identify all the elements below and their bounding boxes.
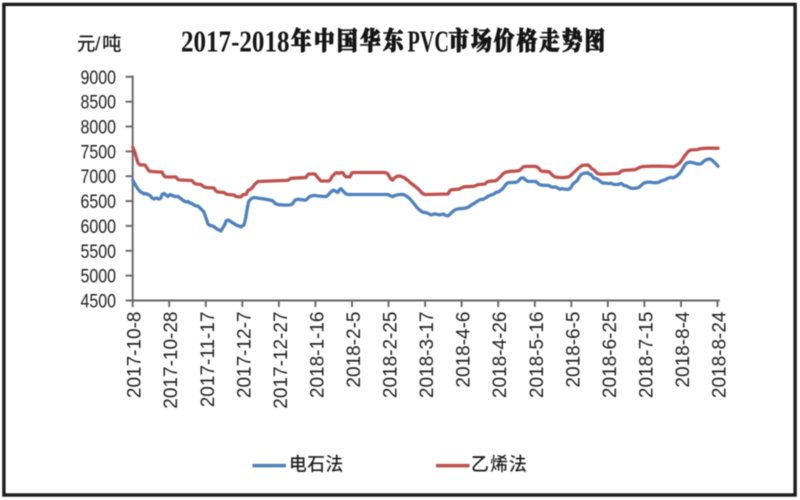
svg-text:2018-2-25: 2018-2-25 <box>381 312 402 399</box>
svg-text:5000: 5000 <box>81 266 117 288</box>
svg-text:2017-2018: 2017-2018 <box>181 24 290 59</box>
svg-text:2017-12-27: 2017-12-27 <box>271 312 292 409</box>
svg-text:2017-10-28: 2017-10-28 <box>161 312 182 409</box>
svg-text:7000: 7000 <box>81 166 117 188</box>
svg-text:2018-3-17: 2018-3-17 <box>417 312 438 399</box>
svg-text:2018-7-15: 2018-7-15 <box>636 312 657 399</box>
svg-text:6000: 6000 <box>81 216 117 238</box>
svg-text:6500: 6500 <box>81 191 117 213</box>
svg-text:2018-2-5: 2018-2-5 <box>344 312 365 388</box>
svg-text:7500: 7500 <box>81 141 117 163</box>
svg-text:9000: 9000 <box>81 67 117 89</box>
svg-text:8500: 8500 <box>81 92 117 114</box>
svg-text:2017-12-7: 2017-12-7 <box>234 312 255 399</box>
svg-text:4500: 4500 <box>81 291 117 313</box>
svg-text:2018-8-4: 2018-8-4 <box>673 311 694 387</box>
svg-text:2018-6-25: 2018-6-25 <box>600 312 621 399</box>
svg-text:PVC: PVC <box>408 24 450 59</box>
svg-text:2018-4-6: 2018-4-6 <box>454 312 475 388</box>
svg-text:8000: 8000 <box>81 117 117 139</box>
svg-text:2018-6-5: 2018-6-5 <box>563 312 584 388</box>
svg-text:/: / <box>95 34 101 56</box>
svg-text:2018-5-16: 2018-5-16 <box>527 312 548 399</box>
svg-text:2018-4-26: 2018-4-26 <box>490 312 511 399</box>
svg-text:5500: 5500 <box>81 241 117 263</box>
svg-text:2017-10-8: 2017-10-8 <box>125 312 146 399</box>
svg-text:2017-11-17: 2017-11-17 <box>198 312 219 408</box>
svg-text:2018-1-16: 2018-1-16 <box>307 312 328 399</box>
svg-text:2018-8-24: 2018-8-24 <box>710 311 731 398</box>
